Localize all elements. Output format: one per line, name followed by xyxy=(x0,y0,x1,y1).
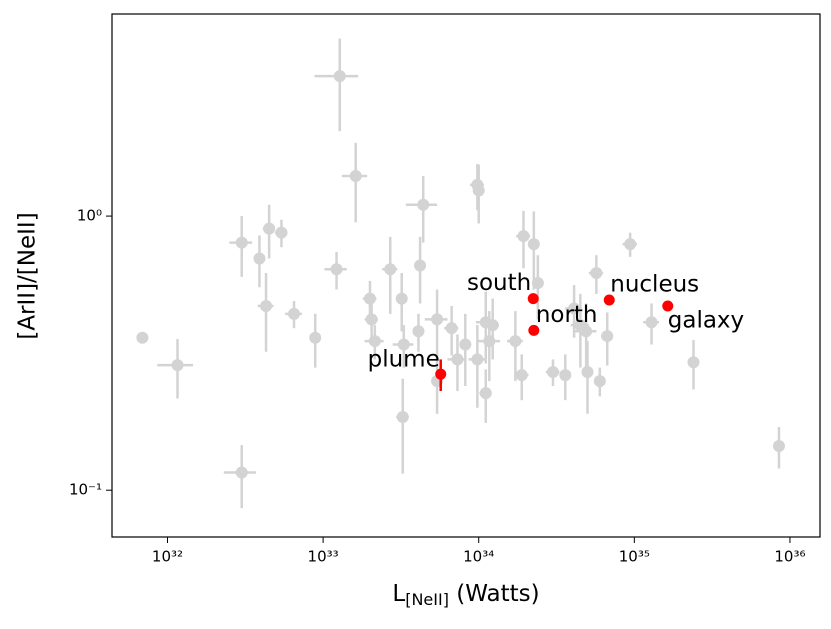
point xyxy=(412,325,425,338)
highlight-point xyxy=(662,300,674,312)
point xyxy=(559,369,572,382)
point xyxy=(568,302,581,315)
x-tick-label: 10³³ xyxy=(308,548,339,566)
point xyxy=(330,263,343,276)
point xyxy=(590,266,603,279)
point xyxy=(645,316,658,329)
point xyxy=(445,322,458,335)
point xyxy=(517,230,530,243)
point xyxy=(235,236,248,249)
x-tick-label: 10³⁶ xyxy=(774,548,805,566)
point xyxy=(479,387,492,400)
point xyxy=(136,331,149,344)
y-axis-label: [ArII]/[NeII] xyxy=(15,212,41,339)
point xyxy=(253,252,266,265)
point xyxy=(580,325,593,338)
point xyxy=(287,307,300,320)
point xyxy=(687,356,700,369)
point xyxy=(309,331,322,344)
y-tick-label: 10⁻¹ xyxy=(69,481,102,499)
point xyxy=(593,375,606,388)
point xyxy=(368,335,381,348)
point xyxy=(349,170,362,183)
point-annotation: plume xyxy=(368,347,440,373)
y-tick-label: 10⁰ xyxy=(77,207,102,225)
point xyxy=(414,259,427,272)
x-label-suffix: (Watts) xyxy=(449,581,540,607)
point xyxy=(397,338,410,351)
point xyxy=(459,338,472,351)
point-annotation: north xyxy=(536,302,598,328)
point xyxy=(263,222,276,235)
x-label-main: L xyxy=(392,581,405,607)
point xyxy=(365,313,378,326)
point xyxy=(527,238,540,251)
point xyxy=(581,365,594,378)
x-label-sub: [NeII] xyxy=(405,590,449,609)
point xyxy=(772,439,785,452)
x-tick-label: 10³⁴ xyxy=(463,548,494,566)
point xyxy=(235,466,248,479)
point xyxy=(515,369,528,382)
point-annotation: south xyxy=(467,270,531,296)
point xyxy=(171,359,184,372)
highlight-point xyxy=(603,294,615,306)
highlight-point xyxy=(527,293,539,305)
point-annotation: galaxy xyxy=(668,307,744,333)
point xyxy=(395,292,408,305)
point xyxy=(363,292,376,305)
point xyxy=(275,226,288,239)
highlight-point xyxy=(528,324,540,336)
point xyxy=(260,299,273,312)
x-axis-label: L[NeII] (Watts) xyxy=(392,581,539,609)
point xyxy=(451,353,464,366)
point-annotation: nucleus xyxy=(610,272,699,298)
highlight-point xyxy=(435,368,447,380)
point xyxy=(531,277,544,290)
plot-frame xyxy=(111,13,821,538)
point xyxy=(396,410,409,423)
point xyxy=(546,365,559,378)
point xyxy=(624,238,637,251)
point xyxy=(384,263,397,276)
point xyxy=(509,335,522,348)
x-tick-label: 10³⁵ xyxy=(619,548,650,566)
x-tick-label: 10³² xyxy=(152,548,183,566)
point xyxy=(471,353,484,366)
point xyxy=(601,330,614,343)
point xyxy=(486,319,499,332)
point xyxy=(333,70,346,83)
point xyxy=(472,184,485,197)
point xyxy=(417,198,430,211)
point xyxy=(431,313,444,326)
